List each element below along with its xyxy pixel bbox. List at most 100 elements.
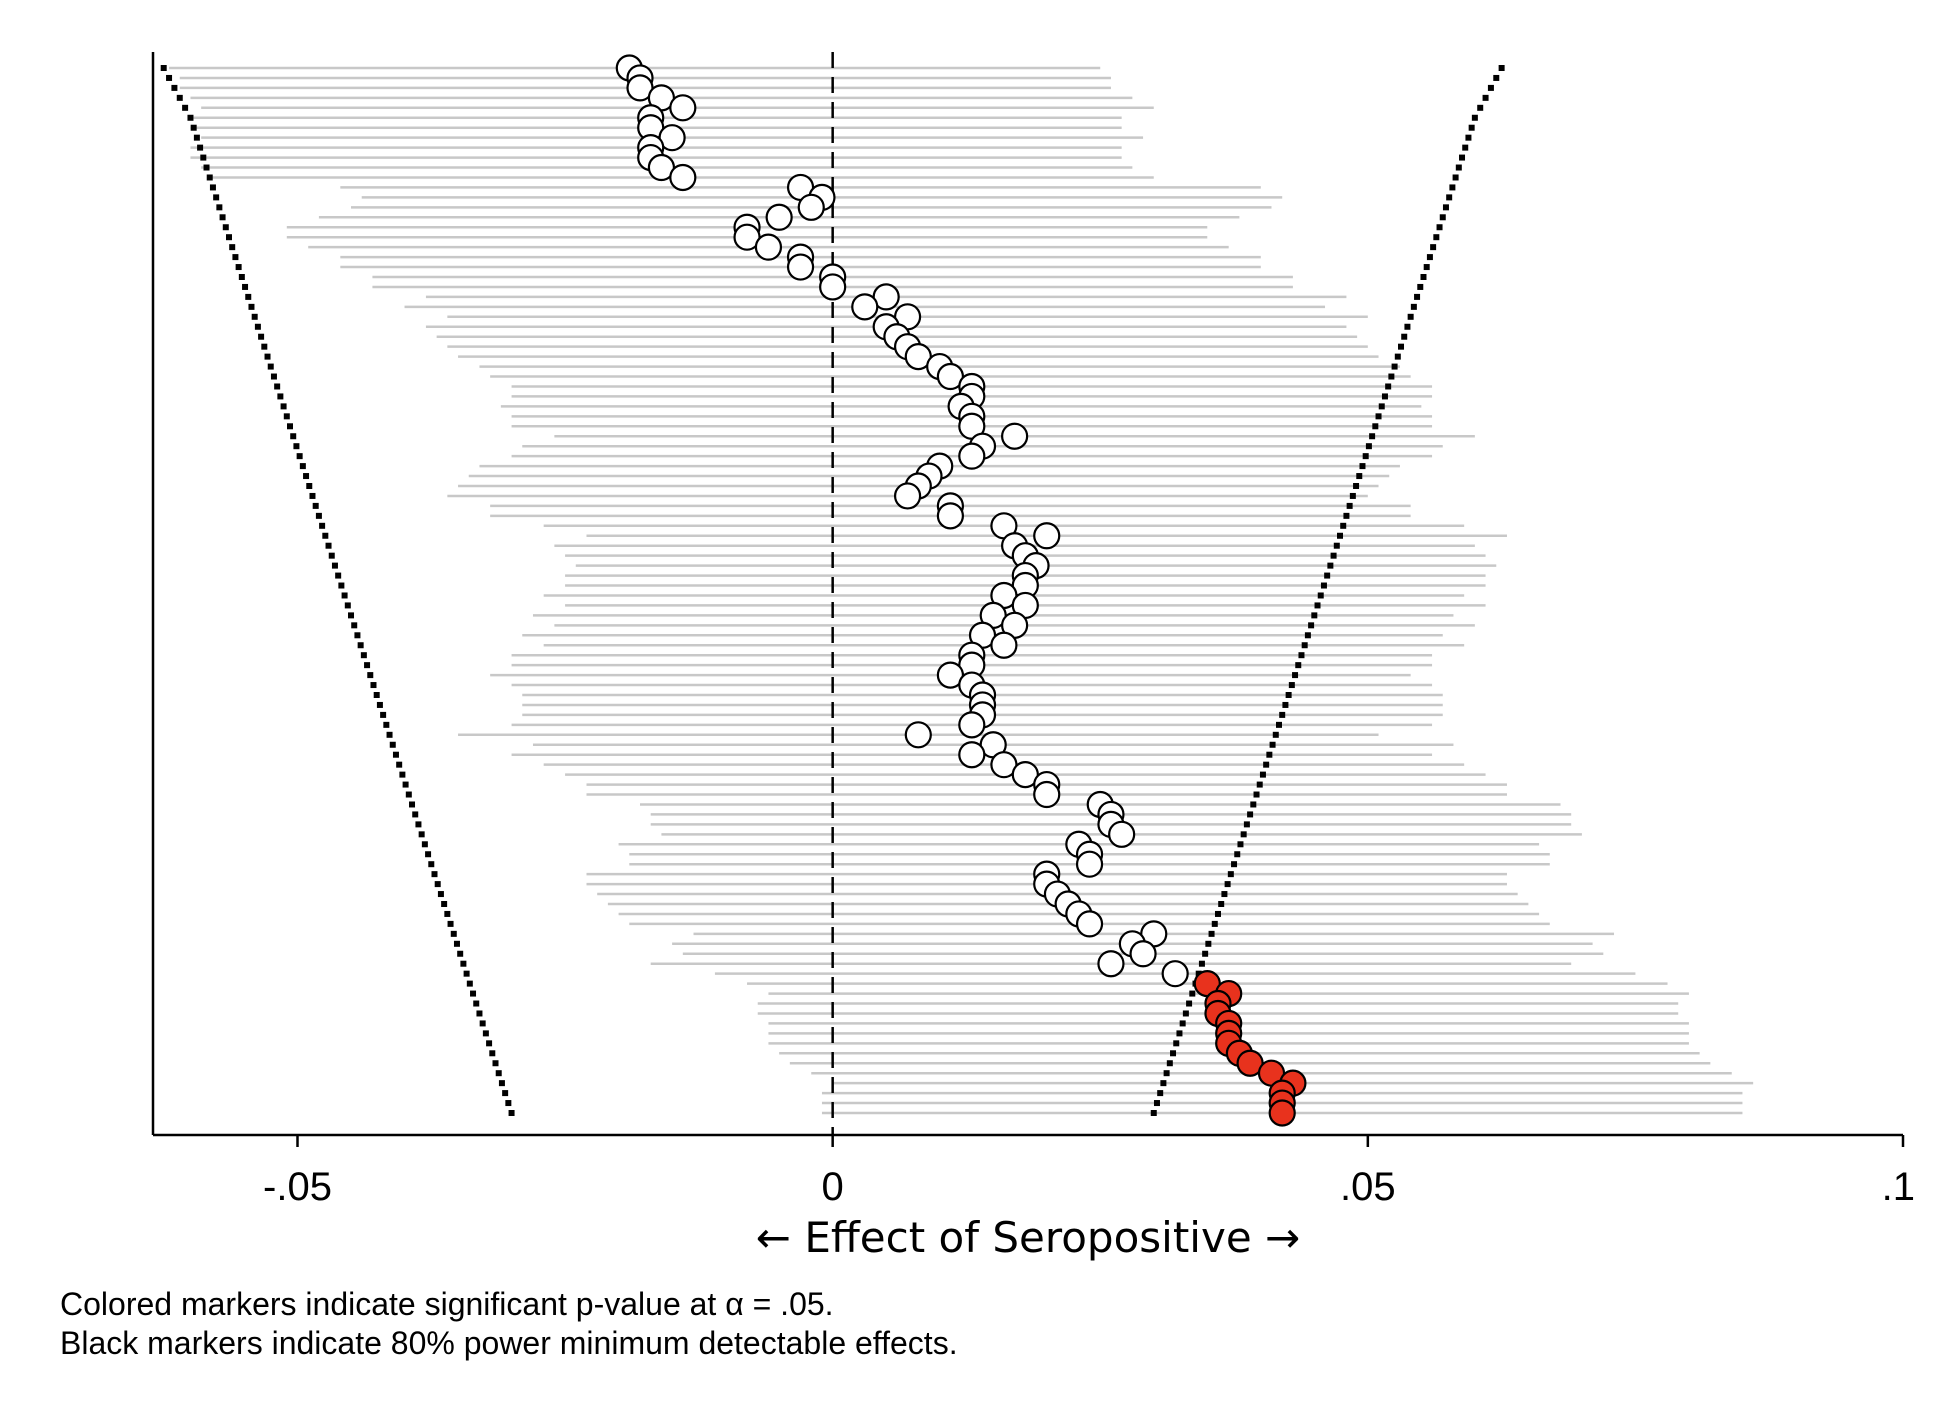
estimate-marker [1033, 780, 1061, 809]
estimate-marker [669, 94, 697, 122]
mde-lower-marker [213, 194, 220, 201]
mde-upper-marker [1468, 124, 1475, 131]
mde-upper-marker [1346, 502, 1353, 509]
mde-lower-marker [303, 473, 310, 480]
mde-lower-marker [460, 960, 467, 967]
mde-upper-marker [1493, 74, 1500, 81]
mde-upper-marker [1298, 652, 1305, 659]
mde-upper-marker [1487, 84, 1494, 91]
estimate-marker [958, 442, 986, 470]
estimate-marker [1033, 522, 1061, 550]
mde-upper-marker [1189, 990, 1196, 997]
mde-lower-marker [466, 980, 473, 987]
mde-lower-marker [193, 134, 200, 141]
mde-lower-marker [431, 871, 438, 878]
mde-upper-marker [1205, 940, 1212, 947]
mde-upper-marker [1259, 771, 1266, 778]
estimate-points [615, 54, 1307, 1127]
estimate-marker [1097, 950, 1125, 978]
mde-upper-marker [1327, 562, 1334, 569]
mde-upper-marker [1295, 662, 1302, 669]
mde-lower-marker [370, 682, 377, 689]
mde-upper-marker [1208, 930, 1215, 937]
mde-lower-marker [182, 104, 189, 111]
mde-upper-marker [1314, 602, 1321, 609]
mde-upper-marker [1410, 303, 1417, 310]
mde-upper-marker [1442, 204, 1449, 211]
mde-lower-marker [392, 751, 399, 758]
mde-lower-marker [190, 124, 197, 131]
mde-lower-marker [222, 224, 229, 231]
mde-lower-marker [235, 264, 242, 271]
mde-upper-marker [1477, 104, 1484, 111]
mde-lower-marker [498, 1080, 505, 1087]
estimate-marker [1001, 422, 1029, 450]
mde-lower-marker [405, 791, 412, 798]
mde-lower-marker [328, 552, 335, 559]
mde-upper-marker [1417, 283, 1424, 290]
note-significance: Colored markers indicate significant p-v… [60, 1286, 834, 1322]
mde-lower-marker [254, 323, 261, 330]
mde-upper-marker [1401, 333, 1408, 340]
mde-lower-marker [383, 721, 390, 728]
mde-lower-marker [376, 701, 383, 708]
mde-lower-marker [492, 1060, 499, 1067]
estimate-marker [765, 203, 793, 231]
mde-lower-marker [325, 542, 332, 549]
mde-lower-marker [495, 1070, 502, 1077]
mde-lower-marker [360, 652, 367, 659]
mde-lower-marker [296, 453, 303, 460]
mde-lower-marker [277, 393, 284, 400]
mde-upper-marker [1330, 552, 1337, 559]
mde-lower-marker [450, 930, 457, 937]
mde-lower-marker [166, 74, 173, 81]
mde-upper-marker [1227, 871, 1234, 878]
mde-upper-marker [1471, 114, 1478, 121]
mde-lower-marker [287, 423, 294, 430]
mde-upper-marker [1157, 1090, 1164, 1097]
estimate-marker [936, 502, 965, 530]
mde-lower-marker [367, 672, 374, 679]
mde-upper-marker [1285, 692, 1292, 698]
mde-lower-marker [505, 1100, 512, 1107]
mde-upper-marker [1182, 1010, 1189, 1017]
mde-upper-marker [1356, 473, 1363, 480]
mde-upper-marker [1275, 721, 1282, 728]
mde-lower-marker [476, 1010, 483, 1017]
mde-upper-marker [1240, 831, 1247, 838]
mde-lower-marker [232, 254, 239, 261]
x-tick-label: .1 [1882, 1165, 1915, 1209]
mde-lower-marker [425, 851, 432, 858]
mde-upper-marker [1304, 632, 1311, 639]
mde-upper-marker [1166, 1060, 1173, 1067]
mde-upper-marker [1426, 254, 1433, 261]
mde-lower-marker [482, 1030, 489, 1037]
mde-upper-marker [1372, 423, 1379, 430]
mde-lower-marker [396, 761, 403, 768]
mde-lower-marker [261, 343, 268, 350]
mde-lower-marker [197, 144, 204, 151]
mde-lower-marker [229, 244, 236, 251]
mde-upper-marker [1282, 701, 1289, 708]
mde-upper-marker [1455, 164, 1462, 171]
x-axis-ticks: -.05 0 .05 .1 [263, 1135, 1915, 1209]
mde-upper-marker [1365, 443, 1372, 450]
mde-upper-marker [1340, 522, 1347, 529]
mde-upper-marker [1430, 244, 1437, 251]
mde-lower-marker [409, 801, 416, 808]
mde-lower-marker [331, 562, 338, 569]
mde-upper-marker [1439, 214, 1446, 221]
estimate-marker [904, 721, 932, 749]
mde-upper-marker [1349, 492, 1356, 499]
mde-lower-marker [463, 970, 470, 977]
mde-lower-marker [200, 154, 207, 161]
mde-lower-marker [389, 741, 396, 748]
mde-lower-marker [225, 234, 232, 241]
mde-lower-marker [315, 512, 322, 519]
mde-upper-marker [1256, 781, 1263, 788]
mde-upper-marker [1423, 264, 1430, 271]
mde-lower-marker [502, 1090, 509, 1097]
mde-upper-marker [1449, 184, 1456, 191]
mde-lower-marker [412, 811, 419, 818]
mde-upper-marker [1498, 65, 1505, 71]
